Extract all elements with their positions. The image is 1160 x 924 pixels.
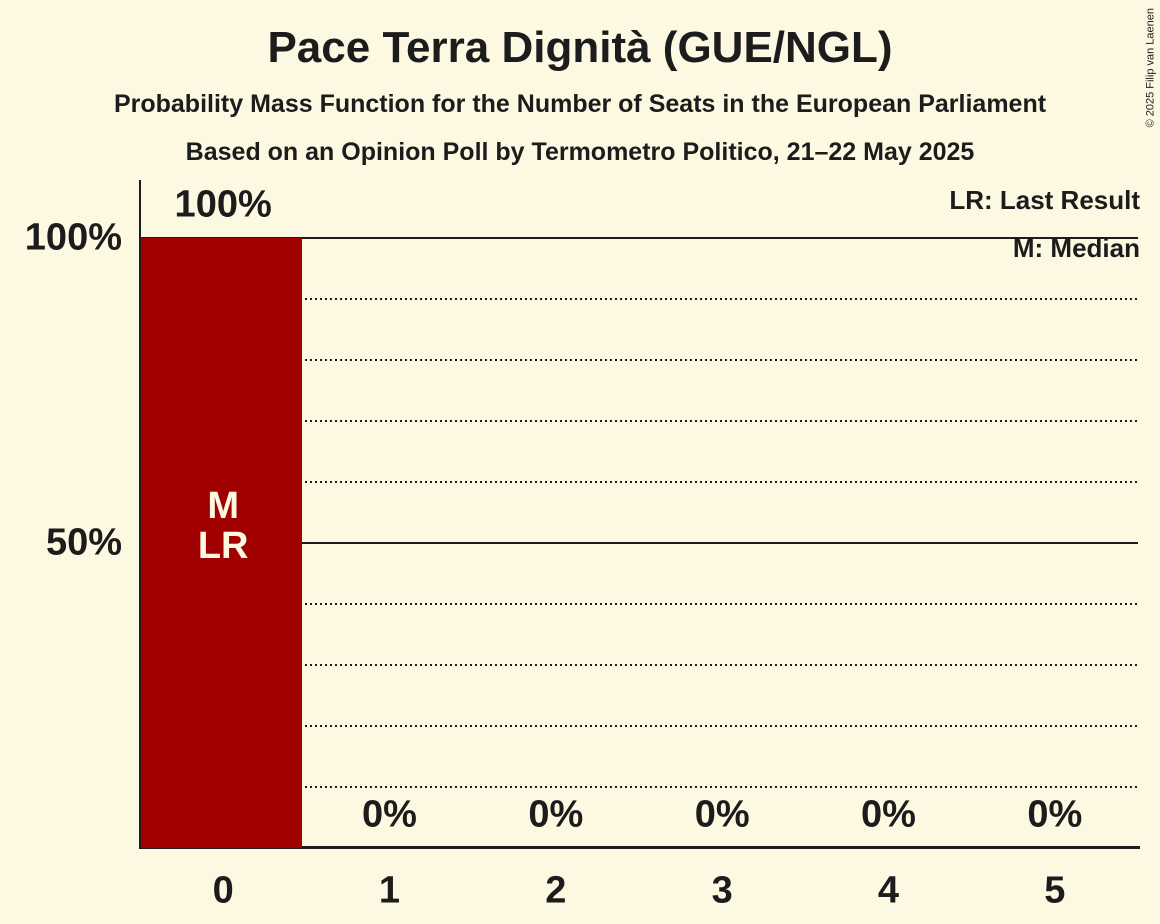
gridline-dotted [140,298,1138,300]
gridline-dotted [140,481,1138,483]
y-axis-line [139,180,141,849]
gridline-dotted [140,359,1138,361]
x-tick-label: 5 [1044,869,1066,912]
x-tick-label: 3 [711,869,733,912]
x-tick-label: 4 [877,869,900,912]
chart-poll-info: Based on an Opinion Poll by Termometro P… [185,138,975,166]
y-tick-label: 50% [45,521,122,564]
gridline-dotted [140,786,1138,788]
x-tick-label: 0 [212,869,234,912]
pmf-bar [141,238,303,848]
bar-value-label: 0% [861,793,916,836]
y-tick-label: 100% [24,216,122,259]
legend-median: M: Median [1012,233,1140,263]
x-tick-label: 2 [545,869,567,912]
gridline-dotted [140,664,1138,666]
bar-value-label: 100% [174,183,272,226]
x-axis-line [139,846,1140,849]
gridline-solid [140,542,1138,544]
bar-value-label: 0% [694,793,750,836]
chart-title: Pace Terra Dignità (GUE/NGL) [267,23,893,72]
gridline-dotted [140,420,1138,422]
bar-value-label: 0% [1027,793,1083,836]
x-tick-label: 1 [378,869,401,912]
bar-value-label: 0% [528,793,584,836]
gridline-dotted [140,725,1138,727]
gridline-dotted [140,603,1138,605]
median-last-result-label: M LR [197,485,249,567]
bar-value-label: 0% [362,793,417,836]
legend-last-result: LR: Last Result [949,185,1140,215]
gridline-solid [140,237,1138,239]
chart-subtitle: Probability Mass Function for the Number… [113,90,1047,118]
